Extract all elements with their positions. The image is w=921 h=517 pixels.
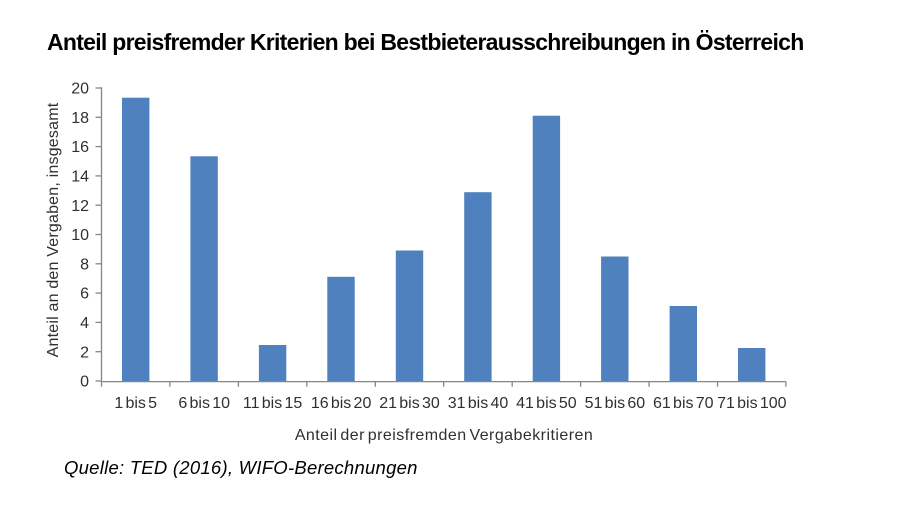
svg-text:10: 10 <box>71 227 89 244</box>
svg-text:4: 4 <box>80 315 89 332</box>
svg-text:Anteil an den Vergaben, insges: Anteil an den Vergaben, insgesamt <box>45 102 62 357</box>
svg-text:71 bis 100: 71 bis 100 <box>717 395 787 412</box>
svg-text:51 bis 60: 51 bis 60 <box>585 395 646 412</box>
svg-text:Anteil preisfremder Kriterien: Anteil preisfremder Kriterien bei Bestbi… <box>47 29 804 55</box>
svg-text:8: 8 <box>80 256 89 273</box>
svg-text:41 bis 50: 41 bis 50 <box>516 395 577 412</box>
svg-text:1 bis 5: 1 bis 5 <box>114 395 157 412</box>
svg-text:11 bis 15: 11 bis 15 <box>243 395 302 412</box>
svg-text:21 bis 30: 21 bis 30 <box>379 395 440 412</box>
svg-text:6: 6 <box>80 286 89 303</box>
svg-text:31 bis 40: 31 bis 40 <box>448 395 509 412</box>
svg-text:Quelle: TED (2016), WIFO-Berec: Quelle: TED (2016), WIFO-Berechnungen <box>64 457 418 478</box>
svg-text:0: 0 <box>80 374 89 391</box>
svg-text:12: 12 <box>71 198 89 215</box>
svg-text:Anteil der preisfremden Vergab: Anteil der preisfremden Vergabekritieren <box>295 427 593 444</box>
svg-text:14: 14 <box>71 169 89 186</box>
svg-text:18: 18 <box>71 110 89 127</box>
svg-text:61 bis 70: 61 bis 70 <box>653 395 714 412</box>
svg-text:16: 16 <box>71 139 89 156</box>
svg-text:16 bis 20: 16 bis 20 <box>311 395 372 412</box>
svg-text:6 bis 10: 6 bis 10 <box>178 395 230 412</box>
svg-text:2: 2 <box>80 344 89 361</box>
svg-text:20: 20 <box>71 81 89 98</box>
